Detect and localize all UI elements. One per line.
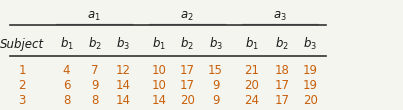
Text: 19: 19 bbox=[303, 79, 318, 92]
Text: $\mathit{b}_{1}$: $\mathit{b}_{1}$ bbox=[60, 36, 73, 52]
Text: $\mathit{a}_{3}$: $\mathit{a}_{3}$ bbox=[273, 9, 287, 23]
Text: 8: 8 bbox=[63, 109, 70, 110]
Text: 20: 20 bbox=[180, 94, 195, 107]
Text: 6: 6 bbox=[91, 109, 98, 110]
Text: 8: 8 bbox=[212, 109, 219, 110]
Text: $\mathit{a}_{1}$: $\mathit{a}_{1}$ bbox=[87, 9, 101, 23]
Text: 1: 1 bbox=[19, 64, 26, 77]
Text: 19: 19 bbox=[244, 109, 260, 110]
Text: $\mathit{b}_{1}$: $\mathit{b}_{1}$ bbox=[245, 36, 259, 52]
Text: $\mathit{b}_{3}$: $\mathit{b}_{3}$ bbox=[116, 36, 130, 52]
Text: $\mathit{b}_{1}$: $\mathit{b}_{1}$ bbox=[152, 36, 166, 52]
Text: 6: 6 bbox=[63, 79, 70, 92]
Text: 15: 15 bbox=[208, 64, 223, 77]
Text: 14: 14 bbox=[115, 94, 131, 107]
Text: 17: 17 bbox=[274, 79, 290, 92]
Text: 17: 17 bbox=[180, 79, 195, 92]
Text: 21: 21 bbox=[303, 109, 318, 110]
Text: 21: 21 bbox=[244, 64, 260, 77]
Text: 7: 7 bbox=[91, 64, 98, 77]
Text: 9: 9 bbox=[91, 79, 98, 92]
Text: 14: 14 bbox=[152, 94, 167, 107]
Text: 17: 17 bbox=[274, 94, 290, 107]
Text: 9: 9 bbox=[212, 79, 219, 92]
Text: $\mathit{b}_{2}$: $\mathit{b}_{2}$ bbox=[181, 36, 194, 52]
Text: 4: 4 bbox=[63, 64, 70, 77]
Text: 20: 20 bbox=[245, 79, 259, 92]
Text: 20: 20 bbox=[180, 109, 195, 110]
Text: 4: 4 bbox=[19, 109, 26, 110]
Text: $\mathit{b}_{2}$: $\mathit{b}_{2}$ bbox=[275, 36, 289, 52]
Text: 15: 15 bbox=[275, 109, 289, 110]
Text: 19: 19 bbox=[152, 109, 167, 110]
Text: 20: 20 bbox=[303, 94, 318, 107]
Text: 2: 2 bbox=[19, 79, 26, 92]
Text: 18: 18 bbox=[275, 64, 289, 77]
Text: $\mathit{b}_{3}$: $\mathit{b}_{3}$ bbox=[209, 36, 222, 52]
Text: 10: 10 bbox=[152, 64, 166, 77]
Text: $\mathit{b}_{3}$: $\mathit{b}_{3}$ bbox=[303, 36, 317, 52]
Text: 17: 17 bbox=[180, 64, 195, 77]
Text: 19: 19 bbox=[303, 64, 318, 77]
Text: 14: 14 bbox=[115, 79, 131, 92]
Text: $\mathit{a}_{2}$: $\mathit{a}_{2}$ bbox=[180, 9, 194, 23]
Text: 8: 8 bbox=[63, 94, 70, 107]
Text: 12: 12 bbox=[115, 64, 131, 77]
Text: 9: 9 bbox=[212, 94, 219, 107]
Text: $\mathit{b}_{2}$: $\mathit{b}_{2}$ bbox=[88, 36, 102, 52]
Text: 9: 9 bbox=[119, 109, 127, 110]
Text: 3: 3 bbox=[19, 94, 26, 107]
Text: 8: 8 bbox=[91, 94, 98, 107]
Text: Subject: Subject bbox=[0, 38, 44, 50]
Text: 24: 24 bbox=[244, 94, 260, 107]
Text: 10: 10 bbox=[152, 79, 166, 92]
